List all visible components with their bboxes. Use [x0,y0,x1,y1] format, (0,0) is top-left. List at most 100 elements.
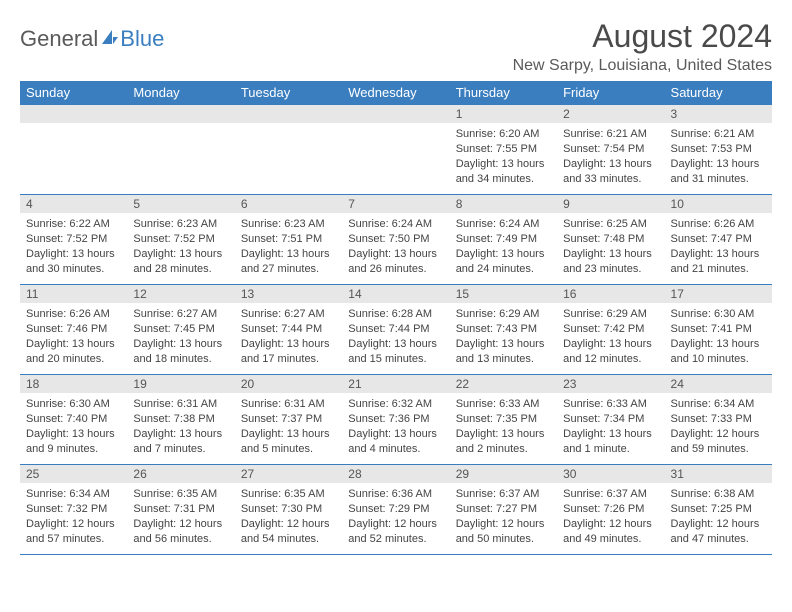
day-details: Sunrise: 6:21 AMSunset: 7:53 PMDaylight:… [665,123,772,190]
day-details: Sunrise: 6:35 AMSunset: 7:30 PMDaylight:… [235,483,342,550]
day-details: Sunrise: 6:25 AMSunset: 7:48 PMDaylight:… [557,213,664,280]
day-details: Sunrise: 6:27 AMSunset: 7:44 PMDaylight:… [235,303,342,370]
calendar-table: SundayMondayTuesdayWednesdayThursdayFrid… [20,81,772,555]
calendar-day-cell: 28Sunrise: 6:36 AMSunset: 7:29 PMDayligh… [342,465,449,555]
day-number [20,105,127,123]
calendar-day-cell: 21Sunrise: 6:32 AMSunset: 7:36 PMDayligh… [342,375,449,465]
day-number: 17 [665,285,772,303]
calendar-day-cell: 10Sunrise: 6:26 AMSunset: 7:47 PMDayligh… [665,195,772,285]
day-header: Thursday [450,81,557,105]
month-title: August 2024 [513,18,772,55]
day-number: 13 [235,285,342,303]
calendar-day-cell: 12Sunrise: 6:27 AMSunset: 7:45 PMDayligh… [127,285,234,375]
calendar-day-cell: 17Sunrise: 6:30 AMSunset: 7:41 PMDayligh… [665,285,772,375]
calendar-day-cell: 3Sunrise: 6:21 AMSunset: 7:53 PMDaylight… [665,105,772,195]
day-details: Sunrise: 6:34 AMSunset: 7:32 PMDaylight:… [20,483,127,550]
calendar-day-cell: 16Sunrise: 6:29 AMSunset: 7:42 PMDayligh… [557,285,664,375]
sail-icon [100,26,120,52]
day-number: 22 [450,375,557,393]
day-details: Sunrise: 6:31 AMSunset: 7:37 PMDaylight:… [235,393,342,460]
calendar-day-cell: 2Sunrise: 6:21 AMSunset: 7:54 PMDaylight… [557,105,664,195]
day-header: Tuesday [235,81,342,105]
day-header: Wednesday [342,81,449,105]
calendar-day-cell [235,105,342,195]
day-details: Sunrise: 6:27 AMSunset: 7:45 PMDaylight:… [127,303,234,370]
day-details: Sunrise: 6:36 AMSunset: 7:29 PMDaylight:… [342,483,449,550]
day-number: 3 [665,105,772,123]
day-details: Sunrise: 6:30 AMSunset: 7:41 PMDaylight:… [665,303,772,370]
day-header-row: SundayMondayTuesdayWednesdayThursdayFrid… [20,81,772,105]
calendar-week-row: 4Sunrise: 6:22 AMSunset: 7:52 PMDaylight… [20,195,772,285]
calendar-week-row: 11Sunrise: 6:26 AMSunset: 7:46 PMDayligh… [20,285,772,375]
day-number [342,105,449,123]
day-details: Sunrise: 6:38 AMSunset: 7:25 PMDaylight:… [665,483,772,550]
day-details: Sunrise: 6:28 AMSunset: 7:44 PMDaylight:… [342,303,449,370]
day-details: Sunrise: 6:37 AMSunset: 7:27 PMDaylight:… [450,483,557,550]
location-label: New Sarpy, Louisiana, United States [513,57,772,75]
day-number: 7 [342,195,449,213]
day-details: Sunrise: 6:22 AMSunset: 7:52 PMDaylight:… [20,213,127,280]
day-number: 25 [20,465,127,483]
calendar-week-row: 25Sunrise: 6:34 AMSunset: 7:32 PMDayligh… [20,465,772,555]
day-number [127,105,234,123]
day-header: Monday [127,81,234,105]
day-number [235,105,342,123]
day-details: Sunrise: 6:24 AMSunset: 7:50 PMDaylight:… [342,213,449,280]
brand-word-2: Blue [120,26,164,52]
calendar-day-cell: 1Sunrise: 6:20 AMSunset: 7:55 PMDaylight… [450,105,557,195]
day-details [127,123,234,131]
brand-word-1: General [20,26,98,52]
day-header: Saturday [665,81,772,105]
day-number: 9 [557,195,664,213]
calendar-day-cell: 23Sunrise: 6:33 AMSunset: 7:34 PMDayligh… [557,375,664,465]
calendar-day-cell: 15Sunrise: 6:29 AMSunset: 7:43 PMDayligh… [450,285,557,375]
day-number: 8 [450,195,557,213]
calendar-day-cell: 9Sunrise: 6:25 AMSunset: 7:48 PMDaylight… [557,195,664,285]
day-number: 20 [235,375,342,393]
day-details [342,123,449,131]
calendar-day-cell: 25Sunrise: 6:34 AMSunset: 7:32 PMDayligh… [20,465,127,555]
day-number: 28 [342,465,449,483]
day-details: Sunrise: 6:24 AMSunset: 7:49 PMDaylight:… [450,213,557,280]
calendar-day-cell: 11Sunrise: 6:26 AMSunset: 7:46 PMDayligh… [20,285,127,375]
day-number: 29 [450,465,557,483]
page-header: General Blue August 2024 New Sarpy, Loui… [20,18,772,75]
day-details: Sunrise: 6:21 AMSunset: 7:54 PMDaylight:… [557,123,664,190]
day-number: 15 [450,285,557,303]
calendar-day-cell: 27Sunrise: 6:35 AMSunset: 7:30 PMDayligh… [235,465,342,555]
calendar-day-cell: 31Sunrise: 6:38 AMSunset: 7:25 PMDayligh… [665,465,772,555]
day-details: Sunrise: 6:29 AMSunset: 7:43 PMDaylight:… [450,303,557,370]
calendar-week-row: 1Sunrise: 6:20 AMSunset: 7:55 PMDaylight… [20,105,772,195]
title-block: August 2024 New Sarpy, Louisiana, United… [513,18,772,75]
calendar-day-cell: 7Sunrise: 6:24 AMSunset: 7:50 PMDaylight… [342,195,449,285]
day-number: 14 [342,285,449,303]
calendar-day-cell: 24Sunrise: 6:34 AMSunset: 7:33 PMDayligh… [665,375,772,465]
day-number: 4 [20,195,127,213]
calendar-day-cell: 26Sunrise: 6:35 AMSunset: 7:31 PMDayligh… [127,465,234,555]
calendar-day-cell: 4Sunrise: 6:22 AMSunset: 7:52 PMDaylight… [20,195,127,285]
day-number: 6 [235,195,342,213]
day-details: Sunrise: 6:26 AMSunset: 7:46 PMDaylight:… [20,303,127,370]
day-details: Sunrise: 6:33 AMSunset: 7:34 PMDaylight:… [557,393,664,460]
calendar-day-cell: 18Sunrise: 6:30 AMSunset: 7:40 PMDayligh… [20,375,127,465]
day-number: 11 [20,285,127,303]
day-number: 12 [127,285,234,303]
calendar-day-cell: 13Sunrise: 6:27 AMSunset: 7:44 PMDayligh… [235,285,342,375]
calendar-day-cell: 29Sunrise: 6:37 AMSunset: 7:27 PMDayligh… [450,465,557,555]
day-details: Sunrise: 6:23 AMSunset: 7:52 PMDaylight:… [127,213,234,280]
calendar-day-cell: 22Sunrise: 6:33 AMSunset: 7:35 PMDayligh… [450,375,557,465]
day-details [20,123,127,131]
day-number: 10 [665,195,772,213]
day-header: Friday [557,81,664,105]
day-number: 16 [557,285,664,303]
day-number: 1 [450,105,557,123]
day-number: 19 [127,375,234,393]
calendar-day-cell: 19Sunrise: 6:31 AMSunset: 7:38 PMDayligh… [127,375,234,465]
day-number: 2 [557,105,664,123]
day-details: Sunrise: 6:34 AMSunset: 7:33 PMDaylight:… [665,393,772,460]
day-number: 18 [20,375,127,393]
day-details: Sunrise: 6:32 AMSunset: 7:36 PMDaylight:… [342,393,449,460]
day-details: Sunrise: 6:30 AMSunset: 7:40 PMDaylight:… [20,393,127,460]
day-number: 5 [127,195,234,213]
calendar-day-cell: 30Sunrise: 6:37 AMSunset: 7:26 PMDayligh… [557,465,664,555]
